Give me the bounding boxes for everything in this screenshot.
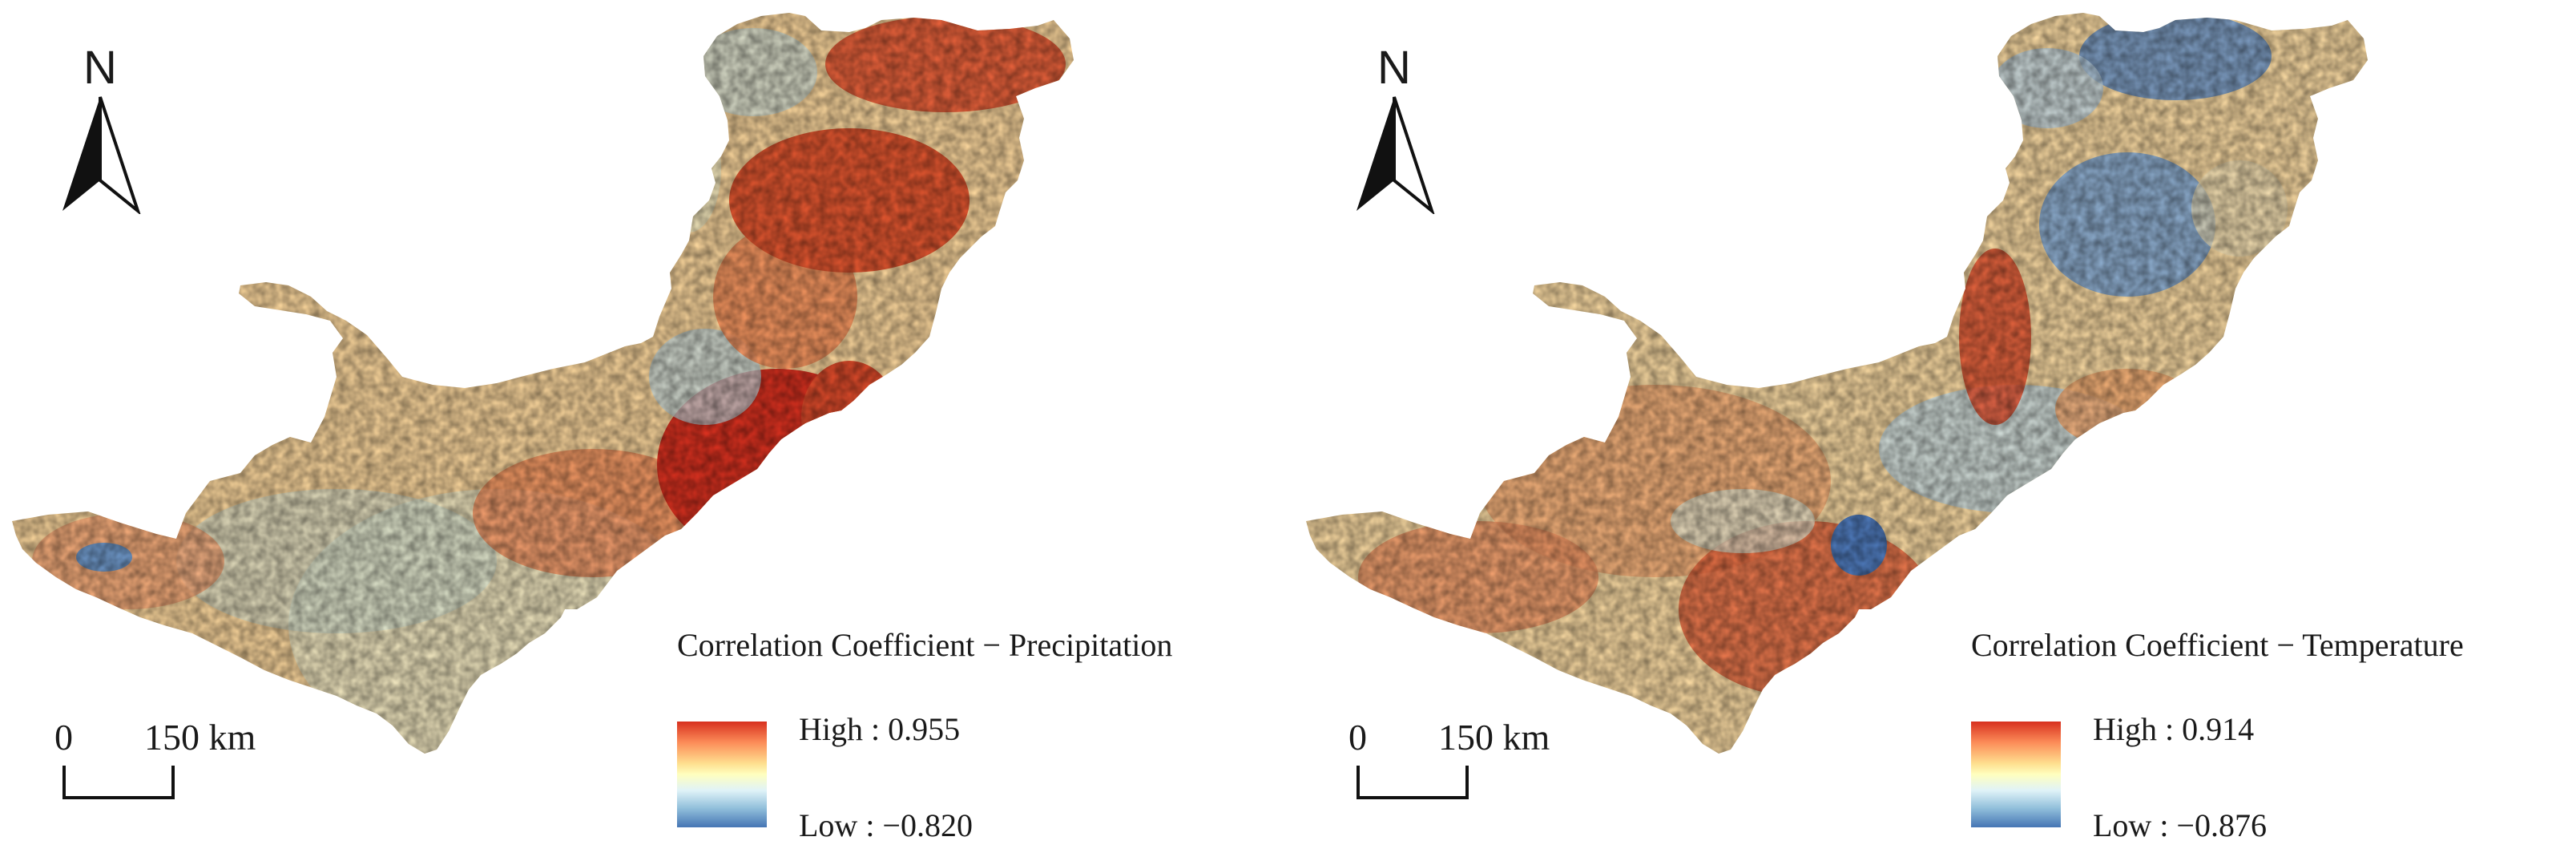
north-arrow: N bbox=[1350, 44, 1438, 220]
legend-high-label: High : 0.955 bbox=[799, 711, 961, 747]
temperature-correlation-map bbox=[1306, 13, 2368, 754]
legend-color-ramp bbox=[1971, 722, 2061, 827]
south-warm-zone bbox=[509, 625, 685, 754]
legend-color-ramp bbox=[677, 722, 767, 827]
north-arrow-icon bbox=[62, 96, 141, 214]
precipitation-map-panel: N 0 150 km Correlation Coefficient − Pre… bbox=[0, 0, 1282, 857]
scale-distance-label: 150 km bbox=[1438, 717, 1550, 758]
precipitation-correlation-map bbox=[12, 13, 1074, 754]
scale-bar-line bbox=[1357, 766, 1469, 799]
scale-zero-label: 0 bbox=[1348, 717, 1367, 758]
temperature-map-panel: N 0 150 km Correlation Coefficient − Tem… bbox=[1294, 0, 2576, 857]
north-arrow: N bbox=[56, 44, 144, 220]
legend-title: Correlation Coefficient − Precipitation bbox=[677, 627, 1173, 663]
scale-bar: 0 150 km bbox=[1348, 718, 1557, 814]
scale-bar: 0 150 km bbox=[54, 718, 263, 814]
north-arrow-icon bbox=[1357, 96, 1435, 214]
legend-title: Correlation Coefficient − Temperature bbox=[1971, 627, 2464, 663]
scale-bar-line bbox=[62, 766, 175, 799]
legend: Correlation Coefficient − Precipitation … bbox=[677, 625, 1278, 843]
north-label: N bbox=[83, 42, 117, 94]
legend: Correlation Coefficient − Temperature Hi… bbox=[1971, 625, 2572, 843]
legend-low-label: Low : −0.876 bbox=[2093, 807, 2267, 843]
south-warm-zone bbox=[1775, 657, 1967, 754]
legend-low-label: Low : −0.820 bbox=[799, 807, 973, 843]
scale-zero-label: 0 bbox=[54, 717, 73, 758]
north-label: N bbox=[1377, 42, 1411, 94]
scale-distance-label: 150 km bbox=[144, 717, 256, 758]
legend-high-label: High : 0.914 bbox=[2093, 711, 2255, 747]
